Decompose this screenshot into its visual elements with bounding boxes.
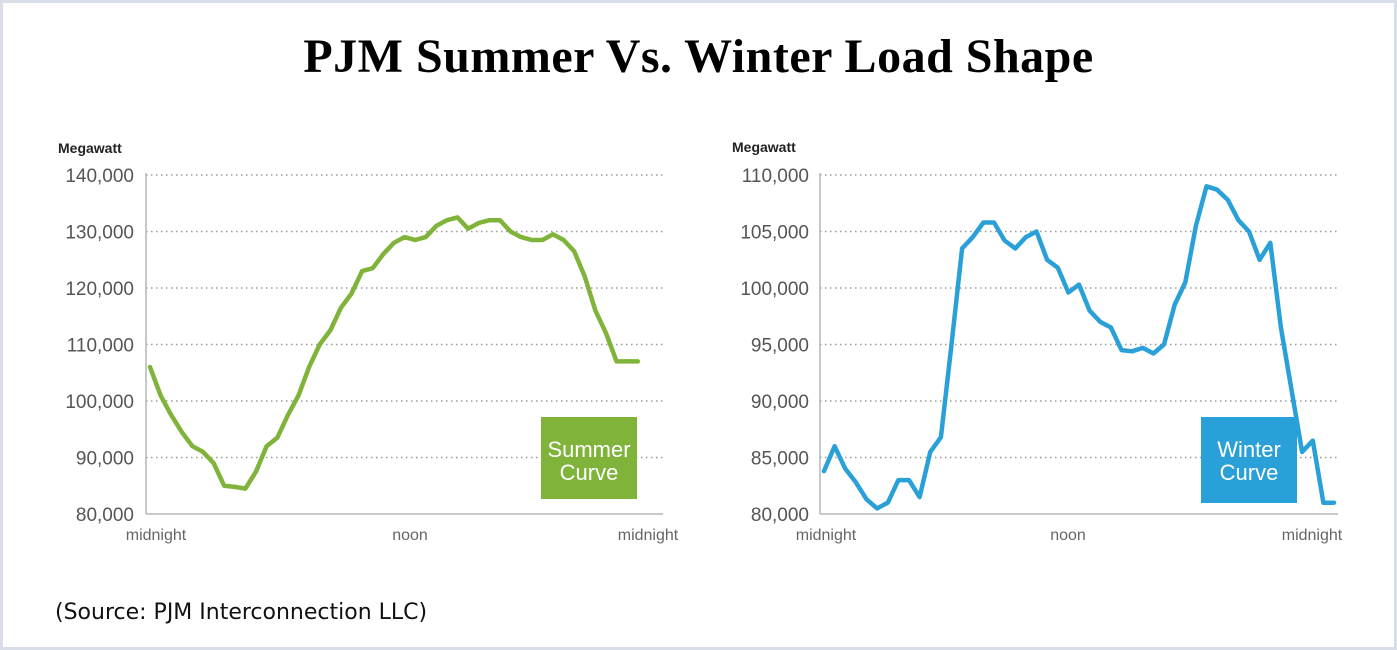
- winter-y-axis-label: Megawatt: [732, 139, 796, 155]
- summer-x-tick-label: noon: [392, 527, 428, 544]
- winter-x-tick-label: midnight: [796, 527, 857, 544]
- summer-legend-label: Curve: [560, 460, 619, 485]
- winter-y-tick-label: 90,000: [751, 392, 809, 413]
- summer-y-axis-label: Megawatt: [58, 140, 122, 156]
- winter-y-tick-label: 100,000: [740, 279, 809, 300]
- summer-y-tick-label: 120,000: [65, 279, 134, 300]
- summer-y-tick-label: 140,000: [65, 166, 134, 187]
- summer-x-tick-label: midnight: [618, 527, 679, 544]
- winter-curve-line: [821, 184, 1337, 511]
- source-note: (Source: PJM Interconnection LLC): [55, 600, 428, 625]
- summer-y-tick-label: 80,000: [76, 505, 134, 526]
- winter-legend-box: [1201, 417, 1297, 503]
- summer-chart: Megawatt 80,000 90,000 100,000 110,000 120,00…: [58, 140, 679, 544]
- summer-y-tick-label: 90,000: [76, 449, 134, 470]
- winter-x-tick-label: midnight: [1282, 527, 1343, 544]
- summer-legend-label: Summer: [547, 437, 630, 462]
- winter-legend-label: Winter: [1217, 437, 1281, 462]
- summer-y-tick-label: 110,000: [67, 336, 134, 357]
- winter-y-tick-label: 105,000: [740, 223, 809, 244]
- summer-y-tick-label: 130,000: [65, 223, 134, 244]
- winter-x-tick-label: noon: [1050, 527, 1086, 544]
- winter-y-tick-label: 110,000: [742, 166, 809, 187]
- winter-legend-label: Curve: [1220, 460, 1279, 485]
- summer-legend-box: [541, 417, 637, 499]
- summer-x-tick-label: midnight: [126, 527, 187, 544]
- winter-y-tick-label: 85,000: [751, 449, 809, 470]
- figure-title: PJM Summer Vs. Winter Load Shape: [303, 30, 1094, 83]
- winter-chart: Megawatt 80,000 85,000 90,000 95,000 100,000 1…: [732, 139, 1343, 544]
- winter-y-tick-label: 95,000: [751, 336, 809, 357]
- summer-y-tick-label: 100,000: [65, 392, 134, 413]
- winter-y-tick-label: 80,000: [751, 505, 809, 526]
- summer-curve-line: [147, 215, 641, 491]
